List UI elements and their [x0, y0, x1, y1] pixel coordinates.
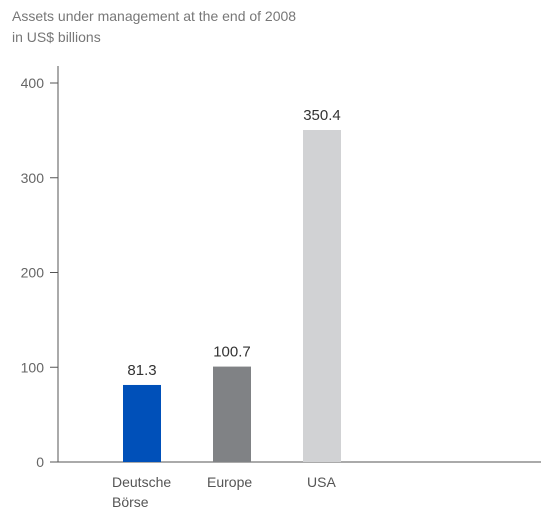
chart-subtitle: in US$ billions: [12, 29, 101, 45]
y-axis-ticks: 0 100 200 300 400: [21, 75, 58, 470]
x-category-label: USA: [307, 474, 336, 490]
x-category-label: Börse: [112, 494, 149, 510]
x-category-label: Europe: [207, 474, 252, 490]
chart-title: Assets under management at the end of 20…: [12, 8, 297, 24]
bar: [123, 384, 161, 462]
bar-series: [123, 129, 341, 462]
y-tick-label: 0: [36, 454, 44, 470]
x-axis-category-labels: Deutsche Börse Europe USA: [112, 474, 336, 510]
data-labels: 81.3 100.7 350.4: [127, 107, 340, 379]
y-tick-label: 200: [21, 265, 45, 281]
bar: [303, 129, 341, 462]
y-tick-label: 400: [21, 75, 45, 91]
y-tick-label: 300: [21, 170, 45, 186]
bar-value-label: 350.4: [303, 107, 341, 124]
y-tick-label: 100: [21, 359, 45, 375]
bar: [213, 366, 251, 462]
bar-value-label: 81.3: [127, 362, 156, 379]
bar-value-label: 100.7: [213, 344, 251, 361]
x-category-label: Deutsche: [112, 474, 171, 490]
